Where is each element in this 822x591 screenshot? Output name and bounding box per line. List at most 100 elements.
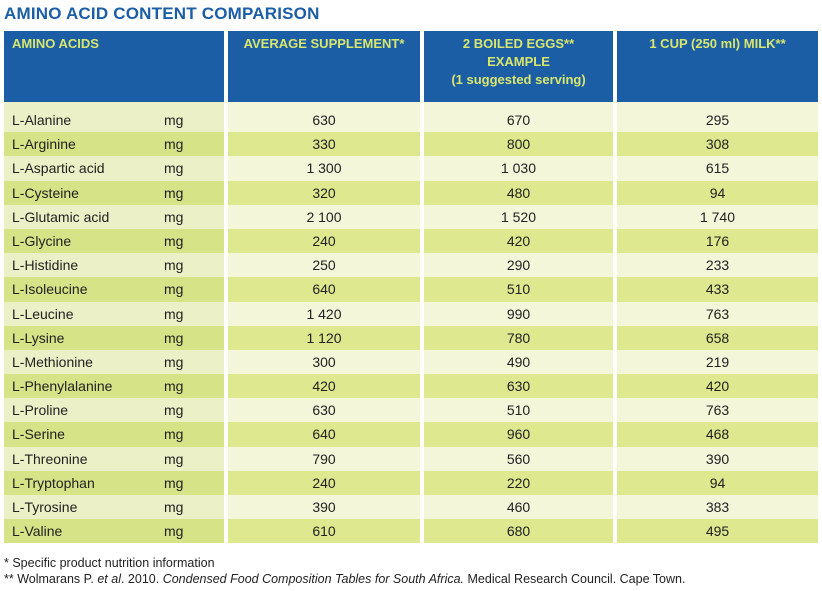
milk-value: 658 xyxy=(617,325,818,350)
eggs-value: 460 xyxy=(424,495,613,520)
amino-acid-name: L-Histidine xyxy=(4,253,164,278)
footnote-reference-suffix: Medical Research Council. Cape Town. xyxy=(464,572,686,586)
supplement-value: 640 xyxy=(228,422,420,447)
table-row: L-Aspartic acid mg 1 300 1 030 615 xyxy=(4,156,818,181)
milk-value: 176 xyxy=(617,228,818,254)
eggs-value: 1 520 xyxy=(424,204,613,229)
footnote-supplement: * Specific product nutrition information xyxy=(4,556,215,570)
amino-acid-name: L-Methionine xyxy=(4,349,164,375)
table-row: L-Glutamic acid mg 2 100 1 520 1 740 xyxy=(4,204,818,229)
table-row: L-Isoleucine mg 640 510 433 xyxy=(4,277,818,302)
milk-value: 219 xyxy=(617,349,818,375)
milk-value: 468 xyxy=(617,422,818,447)
eggs-value: 960 xyxy=(424,422,613,447)
milk-value: 295 xyxy=(617,108,818,133)
unit-label: mg xyxy=(164,495,224,520)
unit-label: mg xyxy=(164,253,224,278)
unit-label: mg xyxy=(164,470,224,495)
amino-acid-name: L-Lysine xyxy=(4,325,164,350)
supplement-value: 250 xyxy=(228,253,420,278)
supplement-value: 1 120 xyxy=(228,325,420,350)
column-padding-supplement xyxy=(228,102,420,108)
unit-label: mg xyxy=(164,204,224,229)
amino-acid-name: L-Aspartic acid xyxy=(4,156,164,181)
supplement-value: 300 xyxy=(228,349,420,375)
supplement-value: 240 xyxy=(228,228,420,254)
table-row: L-Proline mg 630 510 763 xyxy=(4,398,818,423)
header-supplement-label: AVERAGE SUPPLEMENT* xyxy=(243,36,405,51)
supplement-value: 420 xyxy=(228,374,420,399)
milk-value: 495 xyxy=(617,519,818,544)
amino-acid-name: L-Valine xyxy=(4,519,164,544)
amino-acid-name: L-Glycine xyxy=(4,228,164,254)
supplement-value: 630 xyxy=(228,398,420,423)
header-eggs-line3: (1 suggested serving) xyxy=(451,72,586,87)
milk-value: 383 xyxy=(617,495,818,520)
supplement-value: 610 xyxy=(228,519,420,544)
milk-value: 308 xyxy=(617,132,818,157)
column-padding-eggs xyxy=(424,102,613,108)
table-row: L-Phenylalanine mg 420 630 420 xyxy=(4,374,818,399)
unit-label: mg xyxy=(164,108,224,133)
eggs-value: 420 xyxy=(424,228,613,254)
footnote-reference-title: Condensed Food Composition Tables for So… xyxy=(162,572,465,586)
eggs-value: 630 xyxy=(424,374,613,399)
milk-value: 615 xyxy=(617,156,818,181)
amino-acid-table-body: L-Alanine mg 630 670 295 L-Arginine mg 330 800 30… xyxy=(4,108,818,544)
milk-value: 390 xyxy=(617,446,818,471)
page-title: AMINO ACID CONTENT COMPARISON xyxy=(4,4,320,23)
eggs-value: 670 xyxy=(424,108,613,133)
table-row: L-Tryptophan mg 240 220 94 xyxy=(4,470,818,495)
table-row: L-Glycine mg 240 420 176 xyxy=(4,228,818,254)
column-padding-amino xyxy=(4,102,224,108)
column-padding-milk xyxy=(617,102,818,108)
supplement-value: 2 100 xyxy=(228,204,420,229)
table-row: L-Serine mg 640 960 468 xyxy=(4,422,818,447)
supplement-value: 330 xyxy=(228,132,420,157)
table-row: L-Valine mg 610 680 495 xyxy=(4,519,818,544)
footnote-reference-etal: et al xyxy=(97,572,121,586)
milk-value: 763 xyxy=(617,398,818,423)
unit-label: mg xyxy=(164,132,224,157)
supplement-value: 630 xyxy=(228,108,420,133)
eggs-value: 510 xyxy=(424,277,613,302)
amino-acid-name: L-Isoleucine xyxy=(4,277,164,302)
amino-acid-name: L-Tyrosine xyxy=(4,495,164,520)
supplement-value: 790 xyxy=(228,446,420,471)
table-row: L-Alanine mg 630 670 295 xyxy=(4,108,818,133)
amino-acid-name: L-Cysteine xyxy=(4,180,164,205)
amino-acid-name: L-Threonine xyxy=(4,446,164,471)
unit-label: mg xyxy=(164,228,224,254)
table-row: L-Methionine mg 300 490 219 xyxy=(4,349,818,375)
header-amino-acids: AMINO ACIDS xyxy=(4,31,224,102)
milk-value: 763 xyxy=(617,301,818,326)
milk-value: 1 740 xyxy=(617,204,818,229)
amino-acid-name: L-Proline xyxy=(4,398,164,423)
amino-acid-name: L-Tryptophan xyxy=(4,470,164,495)
amino-acid-name: L-Phenylalanine xyxy=(4,374,164,399)
eggs-value: 990 xyxy=(424,301,613,326)
table-row: L-Lysine mg 1 120 780 658 xyxy=(4,325,818,350)
amino-acid-name: L-Alanine xyxy=(4,108,164,133)
eggs-value: 800 xyxy=(424,132,613,157)
eggs-value: 480 xyxy=(424,180,613,205)
amino-acid-name: L-Glutamic acid xyxy=(4,204,164,229)
amino-acid-name: L-Serine xyxy=(4,422,164,447)
table-row: L-Arginine mg 330 800 308 xyxy=(4,132,818,157)
footnote-reference: ** Wolmarans P. et al. 2010. Condensed F… xyxy=(4,572,685,586)
header-supplement: AVERAGE SUPPLEMENT* xyxy=(228,31,420,102)
footnote-reference-prefix: ** Wolmarans P. xyxy=(4,572,98,586)
header-eggs: 2 BOILED EGGS** EXAMPLE (1 suggested ser… xyxy=(424,31,613,102)
table-row: L-Leucine mg 1 420 990 763 xyxy=(4,301,818,326)
header-milk: 1 CUP (250 ml) MILK** xyxy=(617,31,818,102)
unit-label: mg xyxy=(164,325,224,350)
unit-label: mg xyxy=(164,519,224,544)
header-milk-label: 1 CUP (250 ml) MILK** xyxy=(649,36,786,51)
unit-label: mg xyxy=(164,446,224,471)
supplement-value: 640 xyxy=(228,277,420,302)
eggs-value: 220 xyxy=(424,470,613,495)
supplement-value: 1 420 xyxy=(228,301,420,326)
eggs-value: 1 030 xyxy=(424,156,613,181)
milk-value: 94 xyxy=(617,470,818,495)
unit-label: mg xyxy=(164,180,224,205)
